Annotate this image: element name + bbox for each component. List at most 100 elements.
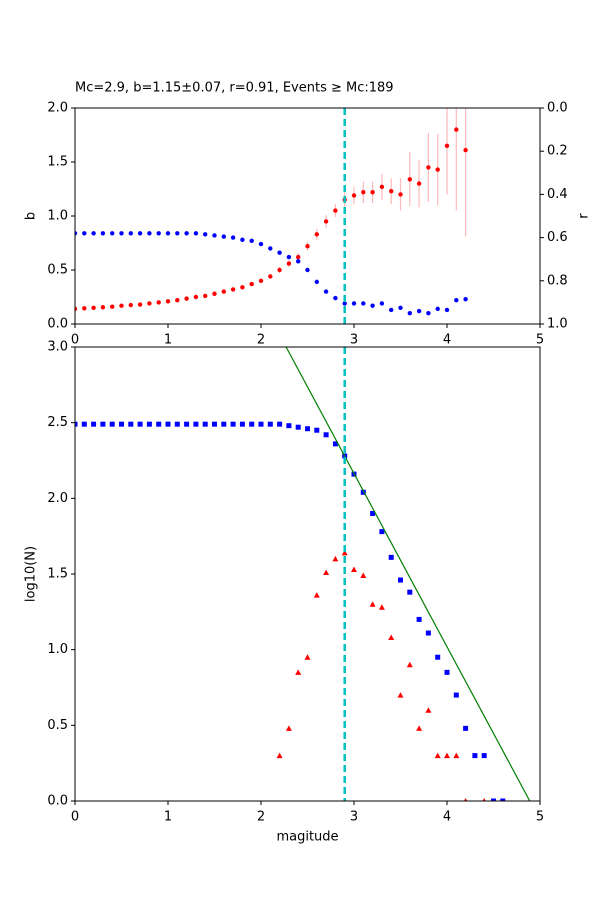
square-marker: [146, 421, 152, 427]
dot-marker: [342, 301, 347, 306]
dot-marker: [389, 307, 394, 313]
square-marker: [137, 421, 143, 427]
dot-marker: [75, 231, 78, 236]
x-tick-label: 3: [350, 810, 358, 825]
fit-line: [285, 347, 531, 801]
dot-marker: [426, 165, 431, 170]
square-marker: [202, 421, 208, 427]
dot-marker: [398, 305, 403, 310]
square-marker: [119, 421, 124, 427]
y-tick-label: 0.0: [47, 317, 68, 332]
dot-marker: [379, 301, 385, 306]
square-marker: [332, 441, 338, 447]
dot-marker: [156, 231, 161, 236]
triangle-marker: [388, 634, 395, 641]
y2-tick-label: 1.0: [547, 317, 568, 332]
dot-marker: [258, 241, 264, 247]
y-tick-label: 1.5: [47, 567, 68, 582]
triangle-marker: [276, 752, 283, 759]
square-marker: [100, 421, 106, 427]
square-marker: [444, 669, 450, 675]
dot-marker: [379, 184, 385, 190]
y-axis-label: log10(N): [24, 546, 39, 602]
dot-marker: [268, 274, 273, 279]
dot-marker: [333, 295, 338, 301]
dot-marker: [296, 254, 301, 260]
dot-marker: [444, 143, 450, 148]
dot-marker: [221, 234, 226, 239]
x-tick-label: 4: [443, 810, 451, 825]
y-tick-label: 2.0: [47, 491, 68, 506]
square-marker: [128, 421, 134, 427]
triangle-marker: [425, 707, 432, 713]
dot-marker: [351, 301, 357, 306]
dot-marker: [351, 193, 357, 198]
dot-marker: [147, 231, 152, 236]
triangle-marker: [351, 566, 357, 572]
dot-marker: [435, 306, 440, 312]
y2-tick-label: 0.8: [547, 273, 568, 288]
square-marker: [314, 427, 320, 433]
triangle-marker: [444, 752, 450, 759]
dot-marker: [193, 231, 199, 236]
square-marker: [435, 654, 441, 660]
triangle-marker: [416, 725, 423, 731]
square-marker: [295, 424, 301, 430]
dot-marker: [230, 287, 236, 292]
y2-axis-label: r: [577, 213, 592, 219]
dot-marker: [323, 289, 329, 294]
triangle-marker: [332, 555, 339, 562]
triangle-marker: [406, 661, 413, 668]
x-tick-label: 5: [536, 810, 544, 825]
dot-marker: [416, 181, 422, 186]
dot-marker: [305, 267, 310, 273]
square-marker: [267, 421, 273, 427]
x-tick-label: 3: [350, 333, 358, 348]
square-marker: [379, 529, 385, 535]
square-marker: [500, 798, 506, 801]
dot-marker: [212, 233, 217, 238]
x-tick-label: 1: [164, 333, 172, 348]
dot-marker: [277, 267, 282, 273]
dot-marker: [119, 231, 124, 236]
triangle-marker: [313, 592, 320, 598]
dot-marker: [268, 246, 273, 251]
x-tick-label: 5: [536, 333, 544, 348]
triangle-marker: [397, 692, 404, 698]
triangle-marker: [463, 798, 468, 801]
y-tick-label: 0.5: [47, 718, 68, 733]
square-marker: [75, 421, 78, 427]
square-marker: [472, 753, 478, 759]
plot-area: [75, 347, 531, 801]
dot-marker: [249, 281, 254, 287]
square-marker: [286, 423, 292, 429]
axes-frame: [74, 346, 541, 802]
y-tick-label: 1.0: [47, 642, 68, 657]
triangle-marker: [304, 654, 311, 660]
chart-title: Mc=2.9, b=1.15±0.07, r=0.91, Events ≥ Mc…: [75, 81, 394, 96]
dot-marker: [100, 305, 106, 310]
square-marker: [91, 421, 97, 427]
dot-marker: [323, 219, 329, 224]
x-tick-label: 4: [443, 333, 451, 348]
triangle-marker: [323, 569, 330, 575]
dot-marker: [137, 302, 143, 307]
triangle-marker: [360, 572, 367, 579]
dot-marker: [128, 302, 133, 308]
square-marker: [491, 798, 496, 801]
y2-tick-label: 0.4: [547, 187, 568, 202]
dot-marker: [454, 298, 459, 303]
y-tick-label: 3.0: [47, 340, 68, 355]
square-marker: [81, 421, 87, 427]
square-marker: [398, 577, 403, 583]
dot-marker: [82, 306, 87, 311]
triangle-marker: [453, 752, 460, 759]
dot-marker: [91, 231, 96, 236]
y-tick-label: 2.0: [47, 101, 68, 116]
dot-marker: [203, 293, 208, 299]
square-marker: [416, 616, 422, 622]
dot-marker: [286, 261, 292, 266]
axes-frame: [74, 107, 541, 325]
square-marker: [277, 421, 283, 427]
